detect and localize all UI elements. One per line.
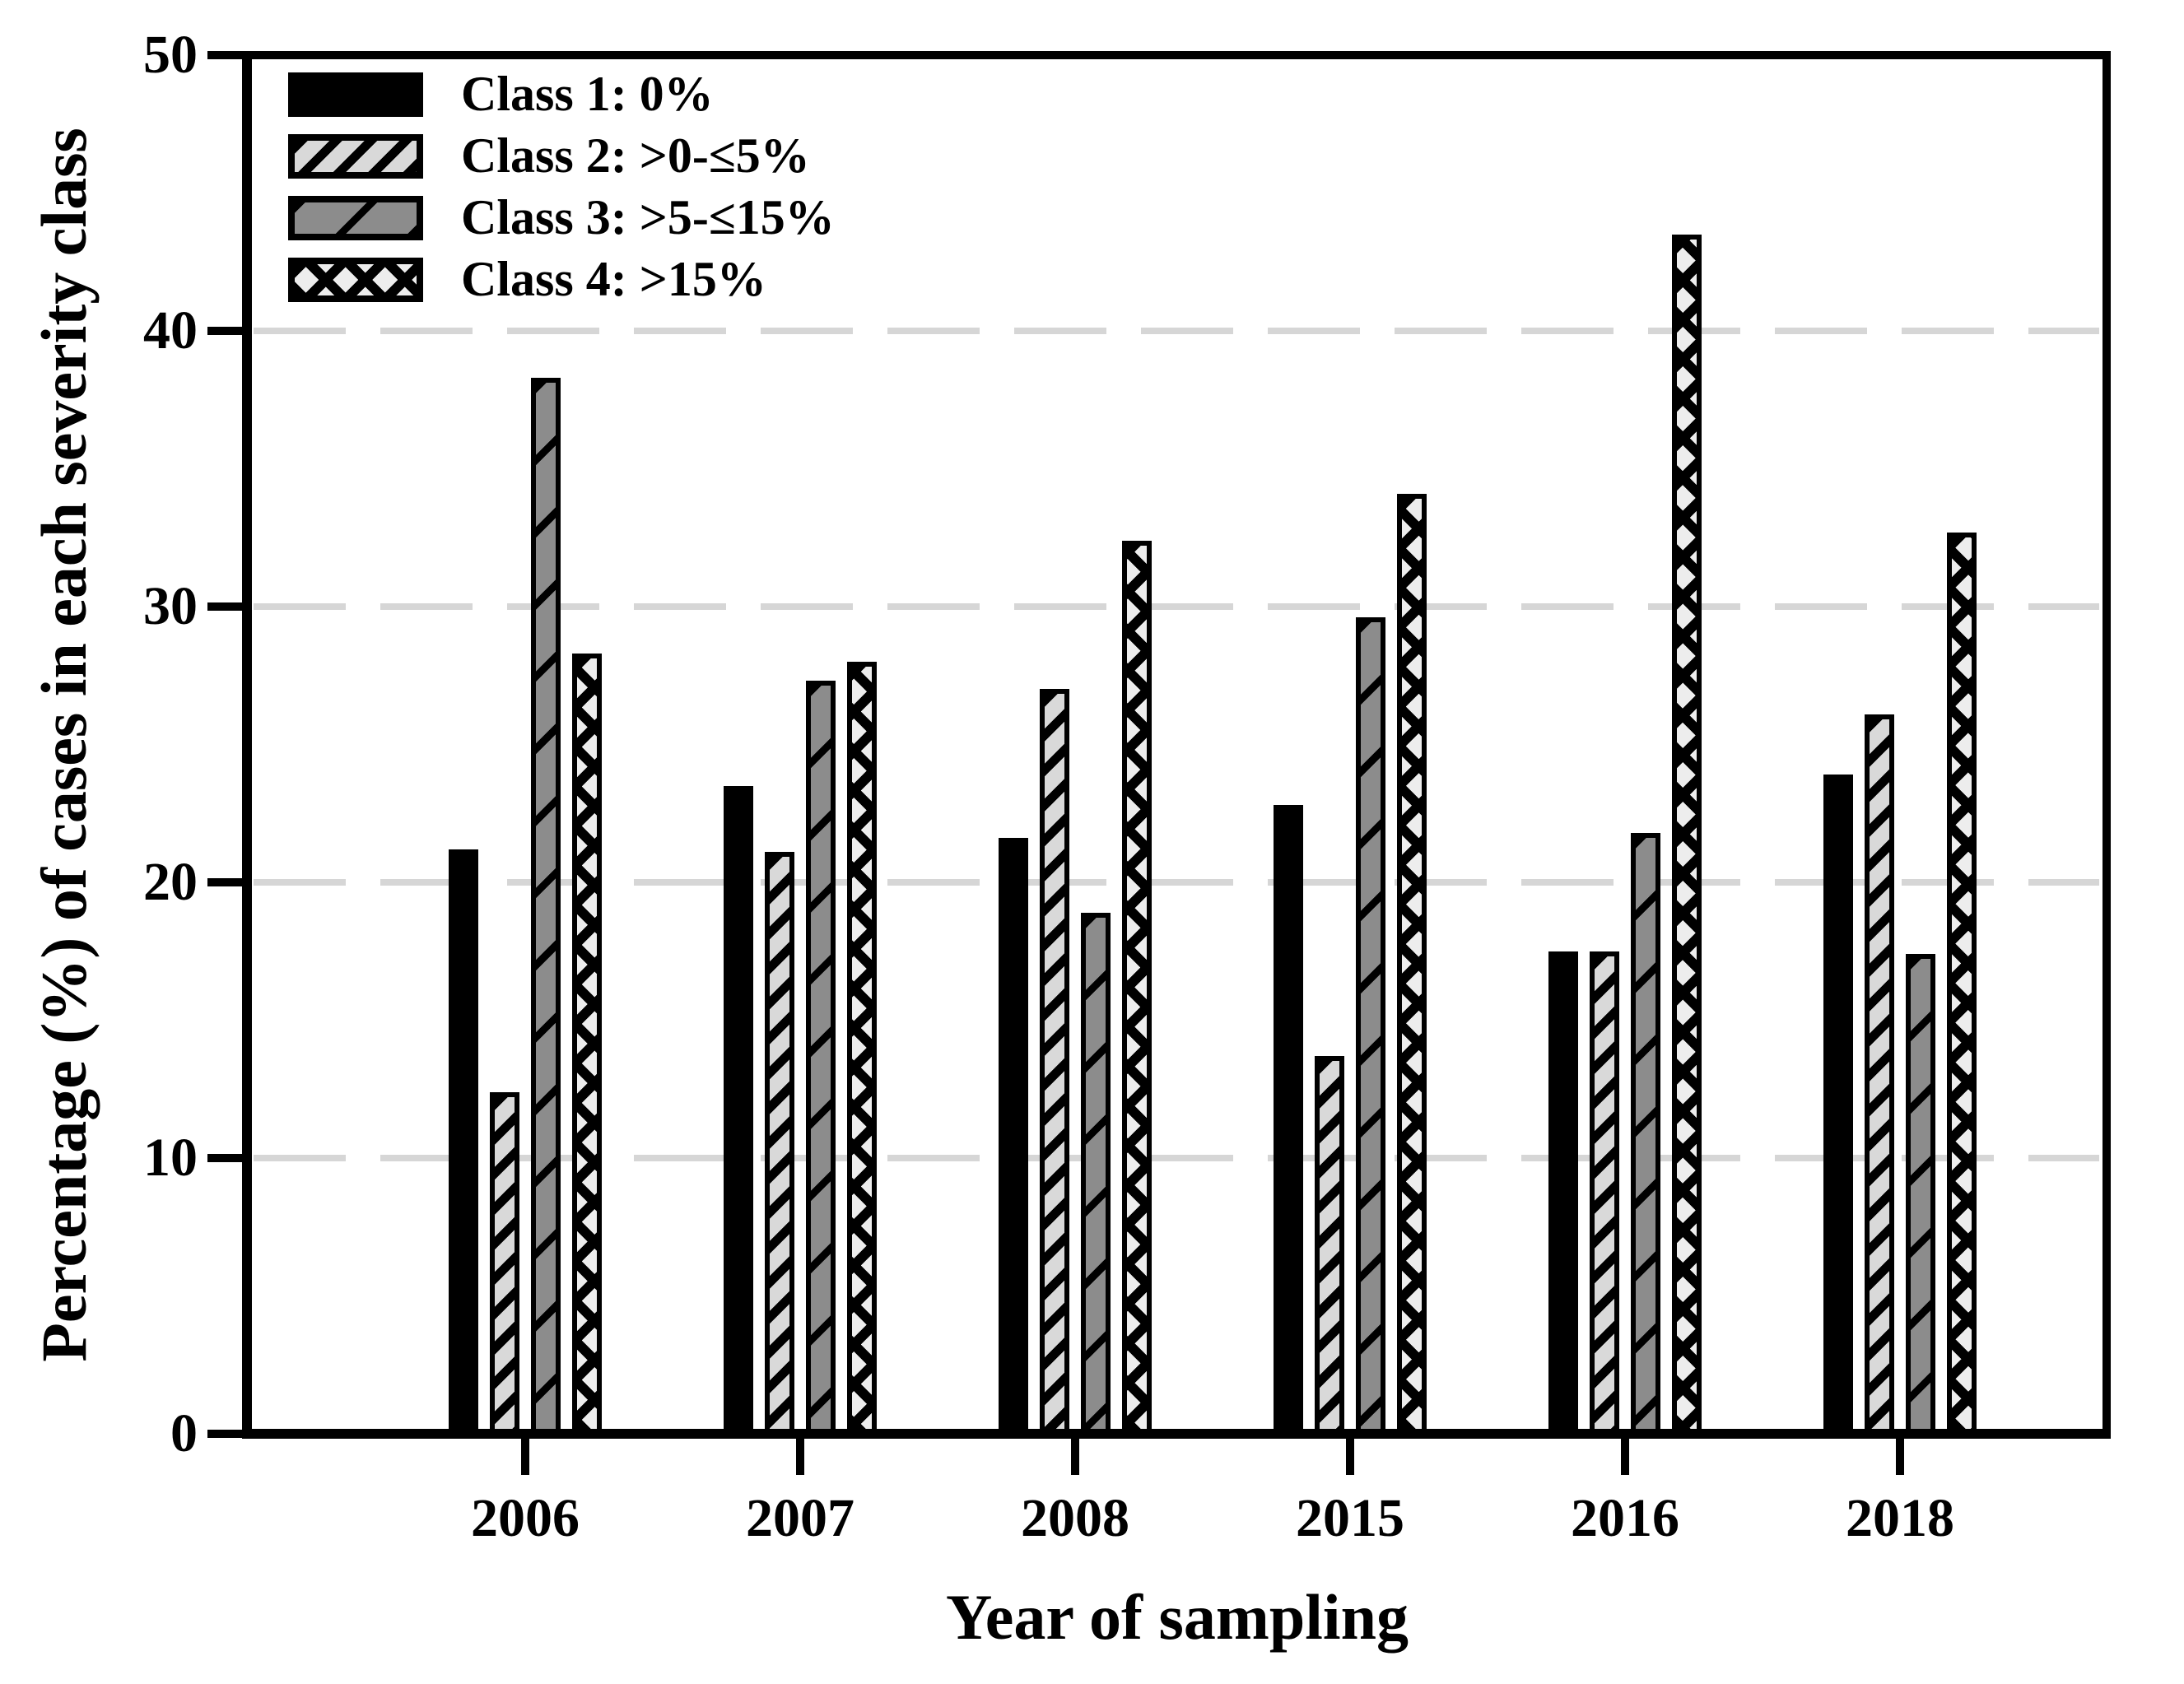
x-tick-label-2016: 2016: [1571, 1488, 1679, 1548]
bar-class2-2006: [490, 1092, 519, 1434]
y-tick-label-20: 20: [143, 852, 198, 912]
x-tick-2008: [1071, 1439, 1079, 1475]
legend-swatch-class4-pattern-icon: [288, 258, 423, 302]
plot-frame: [242, 51, 2111, 1439]
bar-class1-2008: [999, 838, 1028, 1434]
bar-class3-2018: [1906, 954, 1935, 1434]
gridline-10: [254, 1155, 2099, 1161]
legend-label-class4: Class 4: >15%: [461, 252, 766, 306]
x-tick-label-2006: 2006: [471, 1488, 580, 1548]
bar-class2-2008: [1040, 689, 1069, 1434]
legend-swatch-class1-pattern-icon: [288, 72, 423, 117]
x-tick-label-2018: 2018: [1846, 1488, 1954, 1548]
y-tick-0: [207, 1430, 245, 1438]
bar-class2-2018: [1865, 714, 1894, 1434]
bar-class4-2007: [847, 662, 877, 1434]
x-tick-2006: [521, 1439, 529, 1475]
y-tick-30: [207, 602, 245, 611]
x-tick-2007: [796, 1439, 804, 1475]
bar-class4-2015: [1397, 494, 1427, 1434]
y-axis-title: Percentage (%) of cases in each severity…: [28, 128, 100, 1362]
y-tick-label-40: 40: [143, 300, 198, 361]
y-tick-10: [207, 1154, 245, 1162]
y-tick-label-0: 0: [170, 1403, 198, 1463]
y-tick-50: [207, 51, 245, 59]
legend-label-class3: Class 3: >5-≤15%: [461, 190, 835, 244]
bar-class3-2007: [806, 681, 836, 1434]
gridline-20: [254, 879, 2099, 886]
bar-class2-2015: [1315, 1056, 1344, 1434]
x-tick-2018: [1896, 1439, 1904, 1475]
y-tick-20: [207, 878, 245, 886]
y-tick-label-10: 10: [143, 1128, 198, 1188]
legend-label-class2: Class 2: >0-≤5%: [461, 128, 810, 183]
gridline-30: [254, 603, 2099, 610]
bar-class3-2016: [1631, 833, 1660, 1434]
bar-class4-2006: [572, 654, 602, 1434]
bar-class2-2016: [1590, 951, 1619, 1434]
gridline-40: [254, 328, 2099, 334]
x-tick-2015: [1346, 1439, 1354, 1475]
x-axis-title: Year of sampling: [946, 1581, 1409, 1653]
bar-class4-2018: [1947, 533, 1977, 1434]
bar-class3-2015: [1356, 617, 1385, 1434]
x-tick-label-2007: 2007: [746, 1488, 855, 1548]
bar-class2-2007: [765, 852, 794, 1434]
y-tick-40: [207, 327, 245, 335]
bar-class4-2008: [1122, 541, 1152, 1434]
bar-class1-2007: [724, 786, 753, 1434]
x-tick-label-2015: 2015: [1296, 1488, 1404, 1548]
y-tick-label-30: 30: [143, 576, 198, 636]
legend-swatch-class3-pattern-icon: [288, 196, 423, 240]
bar-class1-2018: [1823, 775, 1853, 1434]
bar-class3-2006: [531, 378, 561, 1434]
x-tick-label-2008: 2008: [1021, 1488, 1129, 1548]
y-tick-label-50: 50: [143, 25, 198, 85]
bar-class1-2006: [449, 849, 478, 1434]
legend-label-class1: Class 1: 0%: [461, 67, 714, 121]
bar-class1-2015: [1274, 805, 1303, 1434]
x-tick-2016: [1621, 1439, 1629, 1475]
bar-class3-2008: [1081, 913, 1111, 1434]
legend-swatch-class2-pattern-icon: [288, 134, 423, 179]
bar-class4-2016: [1672, 235, 1702, 1434]
bar-class1-2016: [1548, 951, 1578, 1434]
